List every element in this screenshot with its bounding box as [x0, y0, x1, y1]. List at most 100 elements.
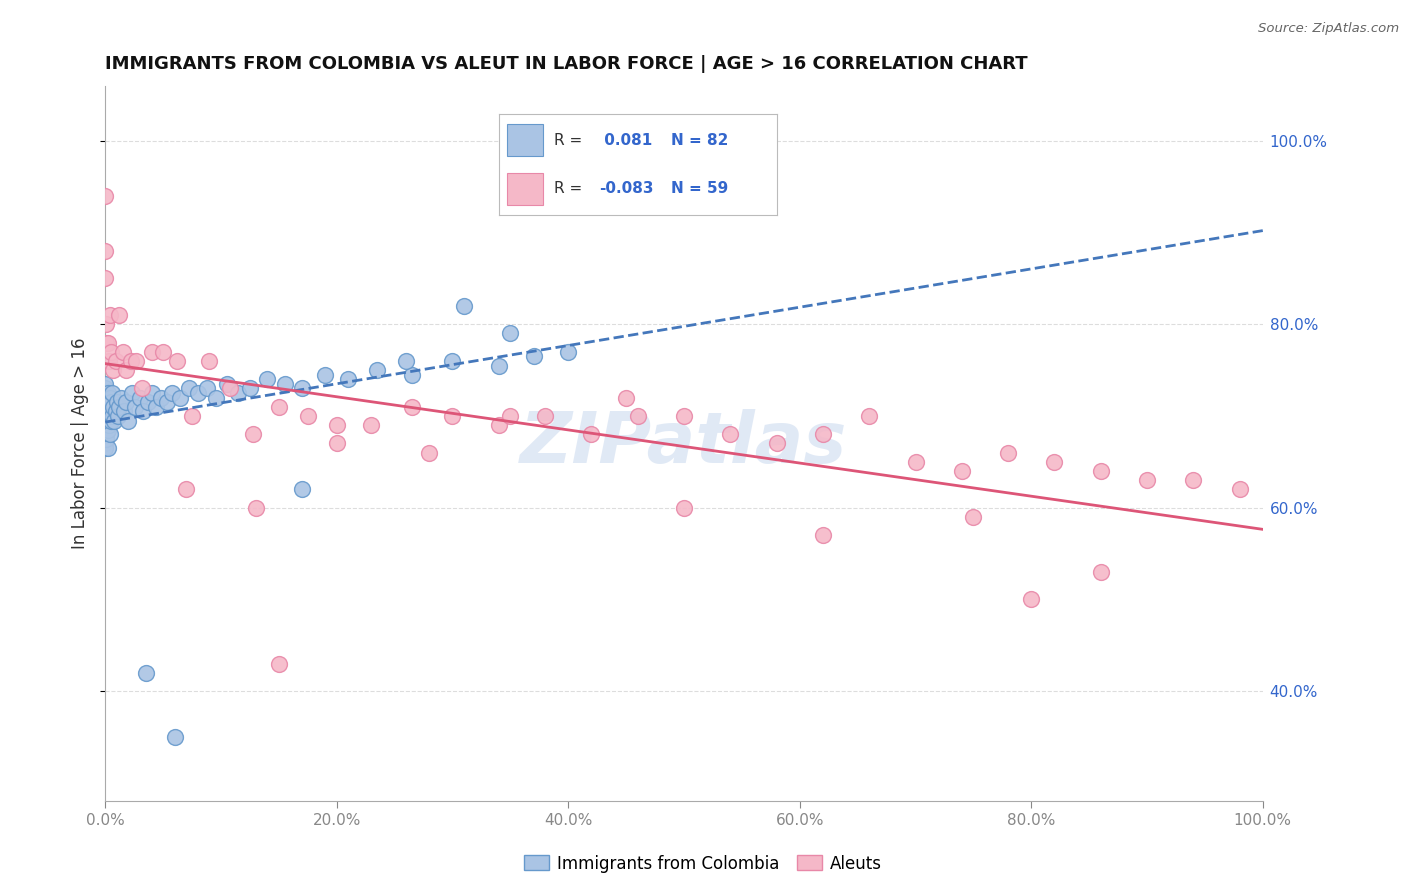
Text: IMMIGRANTS FROM COLOMBIA VS ALEUT IN LABOR FORCE | AGE > 16 CORRELATION CHART: IMMIGRANTS FROM COLOMBIA VS ALEUT IN LAB…	[105, 55, 1028, 73]
Y-axis label: In Labor Force | Age > 16: In Labor Force | Age > 16	[72, 338, 89, 549]
Point	[94, 404, 117, 418]
Point	[360, 418, 382, 433]
Point	[96, 391, 118, 405]
Point	[96, 432, 118, 446]
Point	[155, 395, 177, 409]
Point	[94, 400, 117, 414]
Point	[96, 335, 118, 350]
Point	[614, 391, 637, 405]
Point	[132, 404, 155, 418]
Point	[111, 344, 134, 359]
Point	[325, 436, 347, 450]
Point	[1229, 483, 1251, 497]
Point	[94, 244, 117, 258]
Point	[950, 464, 973, 478]
Point	[94, 381, 117, 395]
Point	[135, 665, 157, 680]
Point	[100, 344, 122, 359]
Point	[239, 381, 262, 395]
Point	[1090, 565, 1112, 579]
Point	[499, 326, 522, 341]
Point	[108, 308, 131, 322]
Point	[94, 391, 117, 405]
Point	[94, 413, 117, 427]
Legend: Immigrants from Colombia, Aleuts: Immigrants from Colombia, Aleuts	[517, 848, 889, 880]
Point	[718, 427, 741, 442]
Text: Source: ZipAtlas.com: Source: ZipAtlas.com	[1258, 22, 1399, 36]
Point	[100, 413, 122, 427]
Point	[94, 423, 117, 437]
Point	[96, 423, 118, 437]
Point	[101, 409, 124, 423]
Point	[256, 372, 278, 386]
Point	[105, 395, 128, 409]
Point	[488, 359, 510, 373]
Point	[1182, 473, 1205, 487]
Point	[103, 363, 125, 377]
Point	[401, 368, 423, 382]
Point	[401, 400, 423, 414]
Point	[152, 344, 174, 359]
Point	[162, 386, 184, 401]
Point	[96, 418, 118, 433]
Point	[441, 354, 464, 368]
Point	[219, 381, 242, 395]
Point	[98, 427, 121, 442]
Point	[765, 436, 787, 450]
Point	[205, 391, 228, 405]
Point	[110, 391, 132, 405]
Point	[997, 445, 1019, 459]
Point	[187, 386, 209, 401]
Point	[96, 413, 118, 427]
Point	[97, 409, 120, 423]
Point	[441, 409, 464, 423]
Point	[245, 500, 267, 515]
Point	[163, 730, 186, 744]
Point	[1019, 592, 1042, 607]
Point	[112, 404, 135, 418]
Point	[228, 386, 250, 401]
Point	[115, 363, 138, 377]
Point	[522, 349, 544, 363]
Point	[136, 395, 159, 409]
Point	[94, 436, 117, 450]
Point	[1043, 455, 1066, 469]
Point	[97, 418, 120, 433]
Point	[94, 271, 117, 285]
Point	[811, 528, 834, 542]
Point	[1136, 473, 1159, 487]
Point	[273, 376, 295, 391]
Point	[169, 391, 191, 405]
Point	[962, 509, 984, 524]
Point	[94, 432, 117, 446]
Point	[488, 418, 510, 433]
Point	[96, 335, 118, 350]
Point	[215, 376, 238, 391]
Point	[96, 395, 118, 409]
Point	[672, 409, 695, 423]
Point	[124, 400, 146, 414]
Point	[195, 381, 218, 395]
Point	[103, 400, 125, 414]
Point	[267, 657, 290, 671]
Point	[125, 354, 148, 368]
Point	[534, 409, 557, 423]
Point	[94, 376, 117, 391]
Point	[96, 409, 118, 423]
Point	[291, 381, 314, 395]
Point	[121, 386, 143, 401]
Point	[141, 344, 163, 359]
Point	[291, 483, 314, 497]
Point	[94, 386, 117, 401]
Point	[904, 455, 927, 469]
Point	[581, 427, 603, 442]
Point	[297, 409, 319, 423]
Point	[557, 344, 579, 359]
Point	[98, 391, 121, 405]
Point	[94, 189, 117, 203]
Point	[181, 409, 204, 423]
Point	[107, 409, 129, 423]
Point	[96, 400, 118, 414]
Point	[418, 445, 440, 459]
Point	[174, 483, 197, 497]
